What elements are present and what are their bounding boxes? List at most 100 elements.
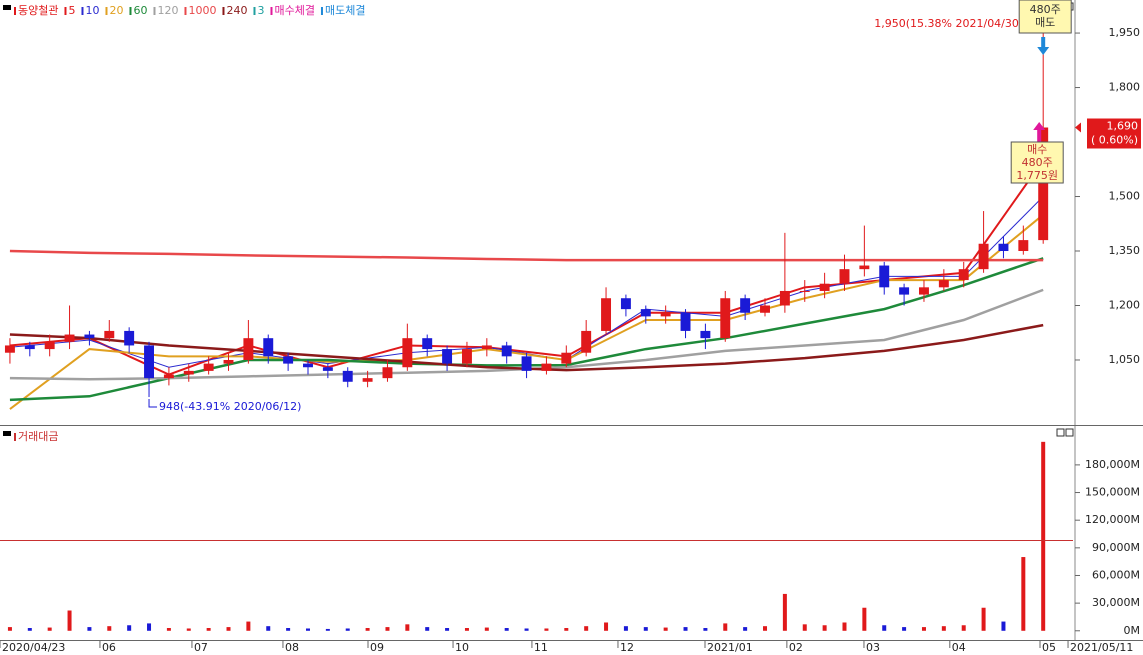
candle-body (183, 370, 194, 375)
volume-bar (147, 623, 152, 631)
legend-swatch (270, 7, 273, 15)
volume-bar (7, 627, 12, 631)
candle-body (978, 243, 989, 270)
y-tick-label: 1,950 (1109, 26, 1141, 39)
candle-body (1018, 240, 1029, 252)
candle-body (620, 298, 631, 310)
candle-body (998, 243, 1009, 252)
candle-body (203, 363, 214, 371)
y-tick-label: 60,000M (1092, 568, 1140, 581)
last-price-marker (1075, 122, 1081, 133)
candle-body (44, 341, 55, 350)
legend-swatch (105, 7, 108, 15)
sell-box-text: 480주 (1030, 3, 1061, 16)
volume-bar (166, 628, 171, 631)
y-tick-label: 1,200 (1109, 298, 1141, 311)
legend-label: 240 (226, 4, 247, 17)
last-price: 1,690 (1107, 120, 1139, 133)
candle-body (461, 349, 472, 364)
legend-swatch (64, 7, 67, 15)
volume-bar (484, 627, 489, 631)
candle-body (382, 367, 393, 379)
volume-bar (47, 627, 52, 631)
volume-bar (663, 627, 668, 631)
low-annotation: 948(-43.91% 2020/06/12) (159, 400, 301, 413)
x-tick-label: 06 (102, 641, 116, 654)
candle-body (879, 265, 890, 288)
candle-body (521, 356, 532, 371)
candle-body (303, 363, 313, 368)
candle-body (561, 352, 572, 364)
x-tick-label: 11 (534, 641, 548, 654)
volume-bar (862, 607, 867, 631)
candle-body (581, 330, 592, 353)
volume-bar (643, 627, 648, 631)
y-tick-label: 1,500 (1109, 190, 1141, 203)
panel-button[interactable] (1056, 428, 1065, 437)
high-annotation: 1,950(15.38% 2021/04/30) (874, 17, 1023, 30)
legend-label: 120 (157, 4, 178, 17)
volume-bar (186, 628, 191, 631)
legend-swatch (222, 7, 225, 15)
candle-body (640, 309, 651, 317)
panel-button[interactable] (1065, 428, 1074, 437)
volume-bar (822, 625, 827, 631)
volume-bar (305, 628, 310, 631)
candle-body (163, 374, 174, 379)
last-change: ( 0.60%) (1091, 134, 1138, 147)
x-tick-label: 02 (789, 641, 803, 654)
candle-body (322, 367, 333, 371)
volume-bar (683, 627, 688, 631)
buy-box-text: 1,775원 (1016, 169, 1058, 182)
volume-bar (87, 627, 92, 631)
legend-label: 10 (85, 4, 99, 17)
x-tick-label: 07 (194, 641, 208, 654)
x-tick-label: 09 (370, 641, 384, 654)
volume-bar (445, 628, 450, 631)
legend-label: 매도체결 (325, 4, 365, 17)
y-tick-label: 30,000M (1092, 596, 1140, 609)
candle-body (1038, 127, 1049, 241)
volume-bar (266, 626, 271, 631)
x-tick-label: 12 (620, 641, 634, 654)
y-tick-label: 1,350 (1109, 244, 1141, 257)
volume-bar (405, 624, 410, 631)
y-tick-label: 120,000M (1085, 513, 1140, 526)
x-tick-label: 05 (1042, 641, 1056, 654)
volume-bar (127, 625, 132, 631)
volume-bar (604, 622, 609, 631)
buy-box (1010, 141, 1064, 184)
candle-body (24, 345, 35, 350)
volume-bar (921, 627, 926, 631)
sell-box (1018, 0, 1072, 34)
x-tick-label: 2021/01 (707, 641, 753, 654)
volume-bar (1041, 441, 1046, 631)
sell-arrow (1037, 37, 1050, 55)
legend-icon (3, 431, 11, 436)
volume-bar (902, 627, 907, 631)
volume-bar (524, 628, 529, 631)
volume-bar (981, 607, 986, 631)
volume-bar (107, 626, 112, 631)
ma-line (9, 159, 1045, 376)
candle-body (223, 359, 234, 364)
y-tick-label: 1,050 (1109, 353, 1141, 366)
buy-arrow (1033, 122, 1046, 142)
x-tick-label: 03 (866, 641, 880, 654)
candle-body (481, 345, 492, 350)
candle-body (760, 305, 770, 313)
volume-bar (1001, 621, 1006, 631)
candle-body (124, 330, 135, 346)
candle-body (958, 269, 969, 281)
candle-body (84, 334, 95, 339)
volume-bar (743, 627, 748, 631)
volume-bar (67, 610, 72, 631)
legend-swatch (14, 7, 16, 15)
volume-bar (882, 625, 887, 631)
buy-box-text: 480주 (1022, 156, 1053, 169)
candle-body (4, 345, 15, 353)
volume-bar (623, 626, 628, 631)
candle-body (859, 265, 870, 270)
